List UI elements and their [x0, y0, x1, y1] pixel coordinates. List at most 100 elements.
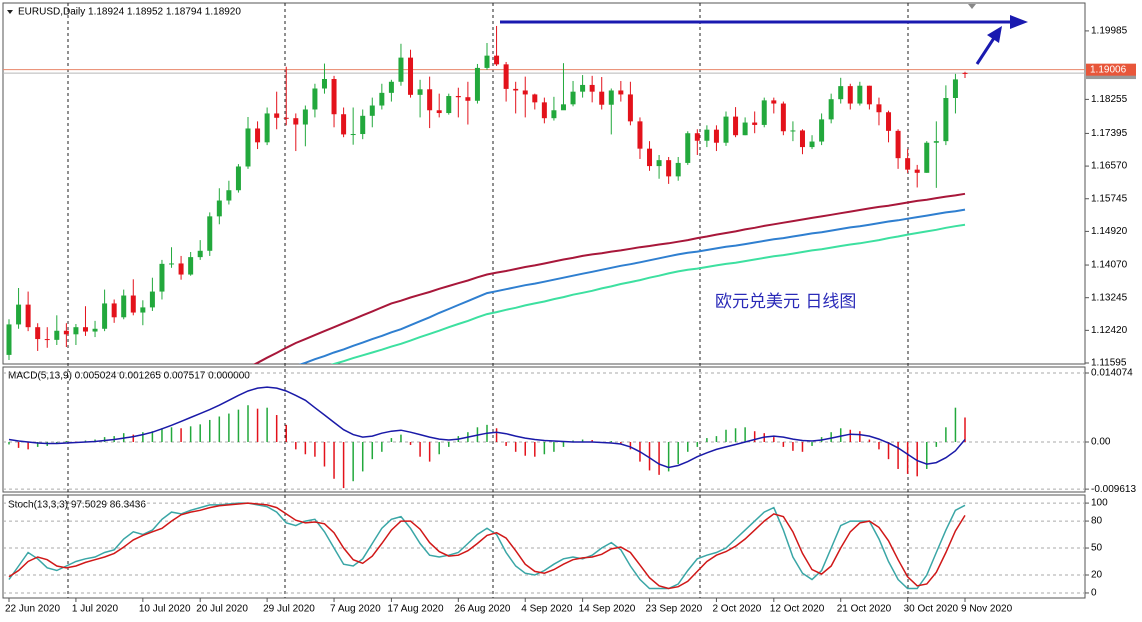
candle-body — [446, 96, 452, 114]
macd-bar — [954, 407, 957, 442]
macd-bar — [189, 426, 192, 442]
y-tick-label: 1.14920 — [1091, 226, 1128, 237]
macd-bar — [495, 428, 498, 442]
candle-body — [943, 98, 949, 142]
macd-bar — [199, 424, 201, 442]
candle-body — [188, 257, 194, 275]
macd-bar — [304, 442, 307, 455]
macd-bar — [667, 442, 670, 472]
candle-body — [82, 327, 88, 332]
macd-bar — [256, 408, 259, 442]
candle-body — [130, 295, 136, 313]
macd-bar — [839, 428, 842, 442]
candle-body — [637, 121, 643, 149]
macd-bar — [285, 424, 287, 442]
candle-body — [809, 141, 815, 148]
y-tick-label: 0.014074 — [1091, 368, 1133, 379]
candle-body — [207, 216, 213, 251]
arrow-head — [1010, 15, 1028, 29]
macd-bar — [725, 429, 727, 442]
candle-body — [876, 104, 882, 113]
macd-bar — [361, 442, 364, 472]
y-tick-label: 100 — [1091, 498, 1108, 509]
candle-body — [608, 90, 614, 105]
y-tick-label: 1.19985 — [1091, 26, 1128, 37]
macd-bar — [620, 442, 622, 444]
macd-bar — [935, 442, 938, 447]
candle-body — [16, 304, 22, 325]
candle-body — [886, 112, 892, 131]
macd-bar — [514, 442, 517, 452]
macd-bar — [715, 436, 718, 442]
x-tick-label: 2 Oct 2020 — [712, 604, 761, 615]
candle-body — [360, 115, 366, 135]
candle-body — [264, 113, 270, 143]
shift-marker — [968, 4, 976, 9]
x-tick-label: 9 Nov 2020 — [961, 604, 1013, 615]
candle-body — [484, 55, 490, 68]
macd-bar — [237, 409, 240, 442]
y-tick-label: 1.14070 — [1091, 260, 1128, 271]
macd-bar — [629, 442, 632, 450]
candle-body — [169, 263, 175, 265]
candle-body — [742, 122, 748, 136]
candle-body — [503, 64, 509, 89]
candle-body — [541, 102, 547, 119]
y-tick-label: -0.009613 — [1091, 484, 1136, 495]
candle-body — [513, 88, 519, 91]
macd-bar — [371, 442, 374, 460]
candle-body — [866, 85, 872, 105]
candle-body — [847, 86, 853, 104]
macd-bar — [534, 442, 536, 457]
candle-body — [733, 116, 739, 136]
candle-body — [283, 117, 289, 119]
price-label: 1.19006 — [1090, 64, 1127, 75]
x-tick-label: 26 Aug 2020 — [454, 604, 511, 615]
candle-body — [312, 88, 318, 110]
candle-body — [723, 116, 729, 143]
candle-body — [771, 100, 777, 104]
candle-body — [455, 96, 461, 98]
candle-body — [819, 119, 825, 142]
y-tick-label: 0.00 — [1091, 437, 1111, 448]
macd-bar — [581, 439, 584, 442]
candle-body — [73, 327, 79, 335]
y-tick-label: 1.11595 — [1091, 358, 1127, 369]
macd-bar — [448, 442, 450, 447]
macd-bar — [811, 442, 813, 446]
macd-bar — [916, 442, 918, 477]
candle-body — [25, 304, 31, 328]
macd-bar — [180, 428, 182, 442]
y-tick-label: 1.17395 — [1091, 128, 1128, 139]
macd-bar — [295, 442, 297, 450]
candle-body — [321, 79, 327, 89]
candle-body — [905, 158, 911, 170]
candle-body — [589, 84, 595, 92]
macd-bar — [753, 431, 756, 442]
plot-area — [3, 502, 1085, 594]
macd-bar — [868, 439, 871, 442]
indicator-line — [8, 502, 966, 590]
candle-body — [54, 330, 60, 340]
macd-bar — [801, 442, 804, 452]
candle-body — [532, 94, 538, 103]
candle-body — [799, 130, 805, 148]
indicator-line — [298, 208, 966, 364]
candle-body — [828, 99, 834, 120]
macd-bar — [142, 432, 144, 442]
x-tick-label: 1 Jul 2020 — [72, 604, 119, 615]
macd-bar — [400, 434, 402, 442]
candle-body — [474, 67, 480, 101]
macd-bar — [438, 442, 440, 455]
annotation: 欧元兑美元 日线图 — [715, 292, 856, 312]
macd-bar — [945, 427, 947, 442]
x-tick-label: 14 Sep 2020 — [579, 604, 636, 615]
macd-bar — [610, 441, 613, 442]
candle-body — [436, 110, 442, 114]
indicator-line — [252, 192, 966, 364]
macd-bar — [878, 442, 880, 450]
candle-body — [178, 263, 184, 275]
candle-body — [341, 114, 347, 135]
macd-bar — [266, 407, 268, 442]
